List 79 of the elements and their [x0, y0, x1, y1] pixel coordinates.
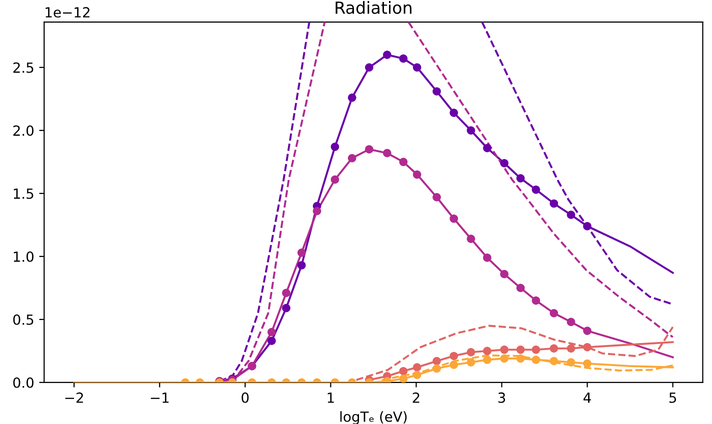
point	[399, 54, 408, 63]
point	[550, 308, 558, 318]
y-tick-label: 2.5	[13, 62, 34, 73]
point	[382, 148, 392, 158]
point	[450, 360, 458, 369]
point	[532, 185, 540, 194]
point	[566, 344, 576, 353]
point	[466, 234, 476, 243]
point	[516, 174, 525, 182]
point	[432, 356, 441, 366]
point	[412, 63, 422, 72]
point	[267, 328, 276, 336]
point	[348, 93, 356, 102]
point	[516, 284, 525, 292]
point	[412, 170, 422, 179]
point	[432, 87, 441, 96]
x-tick-label: 4	[584, 392, 591, 403]
x-tick-label: 5	[669, 392, 676, 403]
point	[532, 346, 540, 354]
point	[483, 346, 492, 356]
point	[566, 318, 576, 326]
point	[399, 158, 408, 166]
x-tick-label: 1	[328, 392, 334, 403]
point	[583, 359, 592, 368]
x-tick-label: 2	[412, 392, 420, 403]
point	[297, 261, 306, 270]
point	[483, 254, 492, 262]
x-tick-label: 0	[242, 392, 249, 403]
y-tick-label: 1.0	[14, 251, 34, 262]
point	[466, 348, 476, 356]
point	[583, 342, 592, 352]
point	[297, 248, 306, 257]
point	[500, 270, 508, 278]
y-tick-label: 1.5	[14, 188, 34, 199]
point	[432, 193, 441, 202]
point	[365, 145, 374, 154]
point	[466, 126, 476, 135]
point	[550, 356, 558, 366]
point	[450, 214, 458, 223]
point	[532, 296, 540, 305]
point	[432, 364, 441, 373]
point	[412, 363, 422, 372]
point	[330, 175, 340, 184]
y-tick-label: 0.5	[13, 314, 34, 325]
point	[532, 356, 540, 364]
point	[348, 154, 356, 162]
point	[550, 344, 558, 353]
point	[282, 288, 290, 298]
point	[412, 370, 422, 380]
point	[500, 354, 508, 363]
point	[500, 159, 508, 168]
x-tick-label: −2	[65, 392, 83, 403]
y-tick-label: 2.0	[13, 125, 34, 136]
point	[583, 222, 592, 230]
x-tick-label: −1	[150, 392, 169, 403]
point	[566, 210, 576, 220]
point	[516, 354, 525, 363]
point	[382, 50, 392, 59]
point	[566, 358, 576, 366]
point	[466, 358, 476, 366]
point	[550, 199, 558, 208]
x-tick-label: 3	[498, 392, 506, 403]
point	[450, 352, 458, 360]
chart-title: Radiation	[336, 1, 412, 14]
point	[282, 304, 290, 312]
point	[583, 326, 592, 335]
point	[365, 63, 374, 72]
point	[483, 356, 492, 364]
point	[516, 346, 525, 354]
y-tick-label: 0.0	[13, 377, 34, 388]
point	[483, 144, 492, 152]
point	[267, 336, 276, 346]
point	[450, 108, 458, 117]
point	[500, 346, 508, 354]
point	[399, 366, 408, 376]
point	[399, 374, 408, 382]
point	[330, 142, 340, 151]
point	[312, 206, 322, 216]
text: 1e−12	[46, 7, 90, 18]
